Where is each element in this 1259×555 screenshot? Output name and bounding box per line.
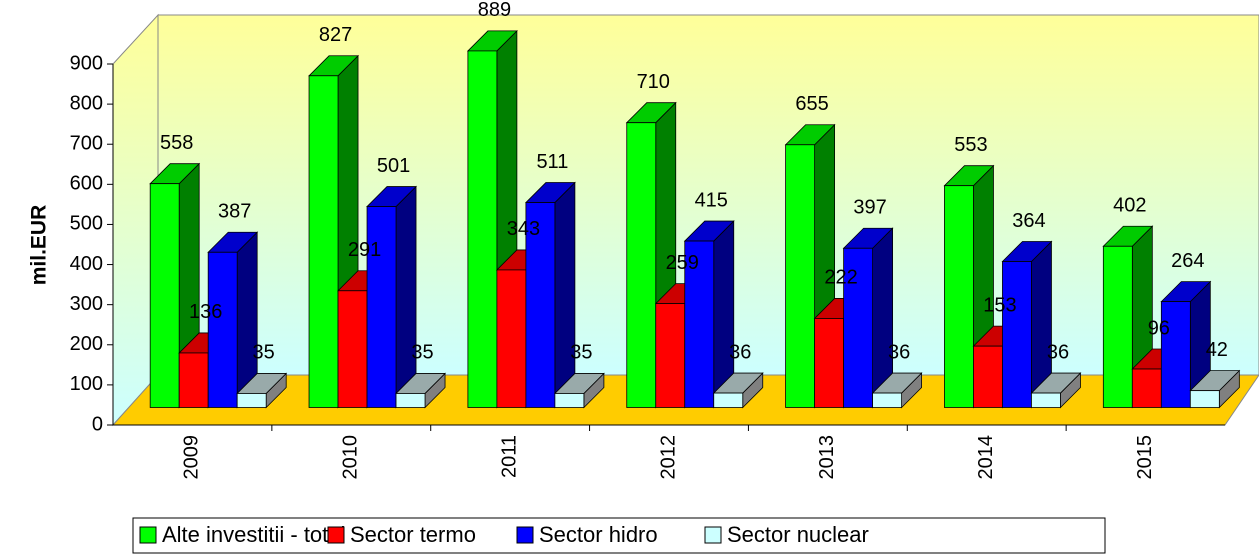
y-tick-label: 200 bbox=[70, 333, 103, 355]
bar bbox=[554, 393, 585, 408]
legend-box bbox=[132, 517, 1106, 554]
bar bbox=[467, 50, 498, 408]
x-tick-label: 2009 bbox=[181, 435, 203, 480]
legend-label: Sector termo bbox=[350, 522, 476, 547]
value-label: 827 bbox=[319, 24, 352, 46]
legend-swatch bbox=[704, 526, 722, 544]
x-tick-label: 2013 bbox=[816, 435, 838, 480]
value-label: 655 bbox=[795, 93, 828, 115]
legend-swatch bbox=[327, 526, 345, 544]
bar bbox=[207, 251, 238, 408]
legend-label: Sector nuclear bbox=[727, 522, 869, 547]
value-label: 889 bbox=[478, 0, 511, 21]
value-label: 42 bbox=[1206, 339, 1228, 361]
value-label: 36 bbox=[1047, 341, 1069, 363]
x-tick-label: 2010 bbox=[340, 435, 362, 480]
value-label: 343 bbox=[507, 218, 540, 240]
bar bbox=[496, 269, 527, 408]
x-tick-label: 2015 bbox=[1134, 435, 1156, 480]
value-label: 35 bbox=[570, 342, 592, 364]
bar bbox=[366, 206, 397, 408]
value-label: 558 bbox=[160, 132, 193, 154]
x-tick-label: 2012 bbox=[657, 435, 679, 480]
y-tick-label: 100 bbox=[70, 373, 103, 395]
bar bbox=[149, 183, 180, 408]
x-tick-label: 2011 bbox=[498, 435, 520, 478]
value-label: 501 bbox=[377, 155, 410, 177]
value-label: 222 bbox=[824, 267, 857, 289]
y-tick-label: 900 bbox=[70, 52, 103, 74]
bar bbox=[1002, 261, 1032, 408]
value-label: 153 bbox=[983, 294, 1016, 316]
value-label: 96 bbox=[1148, 317, 1170, 339]
bar-side bbox=[395, 185, 417, 409]
bar bbox=[1031, 392, 1061, 408]
y-axis-title: mil.EUR bbox=[28, 205, 51, 286]
y-tick-label: 700 bbox=[70, 133, 103, 155]
y-tick-label: 0 bbox=[92, 413, 103, 435]
bar bbox=[973, 345, 1003, 408]
y-tick-label: 800 bbox=[70, 92, 103, 114]
bar bbox=[626, 122, 657, 408]
legend-swatch bbox=[516, 526, 534, 544]
legend-label: Sector hidro bbox=[539, 522, 658, 547]
y-tick-label: 600 bbox=[70, 173, 103, 195]
value-label: 402 bbox=[1113, 195, 1146, 217]
legend-swatch bbox=[139, 526, 157, 544]
y-tick-label: 300 bbox=[70, 293, 103, 315]
value-label: 36 bbox=[888, 341, 910, 363]
y-tick-label: 500 bbox=[70, 213, 103, 235]
bar bbox=[713, 392, 744, 408]
legend-label: Alte investitii - total bbox=[162, 522, 345, 547]
bar bbox=[337, 290, 368, 408]
value-label: 264 bbox=[1171, 250, 1204, 272]
x-tick-label: 2014 bbox=[975, 435, 997, 480]
bar bbox=[178, 352, 209, 408]
value-label: 415 bbox=[695, 189, 728, 211]
bar bbox=[684, 240, 715, 408]
y-tick-label: 400 bbox=[70, 253, 103, 275]
value-label: 710 bbox=[637, 71, 670, 93]
value-label: 35 bbox=[411, 342, 433, 364]
value-label: 259 bbox=[666, 252, 699, 274]
bar bbox=[525, 202, 556, 408]
bar bbox=[843, 247, 874, 408]
value-label: 387 bbox=[218, 201, 251, 223]
bar bbox=[236, 393, 267, 408]
value-label: 511 bbox=[536, 151, 568, 173]
bar bbox=[944, 185, 974, 408]
bar bbox=[814, 318, 845, 408]
value-label: 553 bbox=[954, 134, 987, 156]
bar bbox=[1189, 390, 1220, 408]
value-label: 397 bbox=[853, 197, 886, 219]
bar bbox=[1131, 368, 1162, 408]
bar bbox=[872, 392, 903, 408]
bar bbox=[655, 303, 686, 408]
value-label: 35 bbox=[253, 342, 275, 364]
bar-side bbox=[554, 181, 576, 409]
value-label: 136 bbox=[189, 301, 222, 323]
value-label: 36 bbox=[729, 341, 751, 363]
value-label: 364 bbox=[1012, 210, 1045, 232]
bar bbox=[395, 393, 426, 408]
bar bbox=[785, 144, 816, 408]
bar bbox=[1160, 301, 1191, 408]
bar bbox=[1102, 245, 1133, 408]
value-label: 291 bbox=[348, 239, 381, 261]
bar bbox=[308, 75, 339, 408]
